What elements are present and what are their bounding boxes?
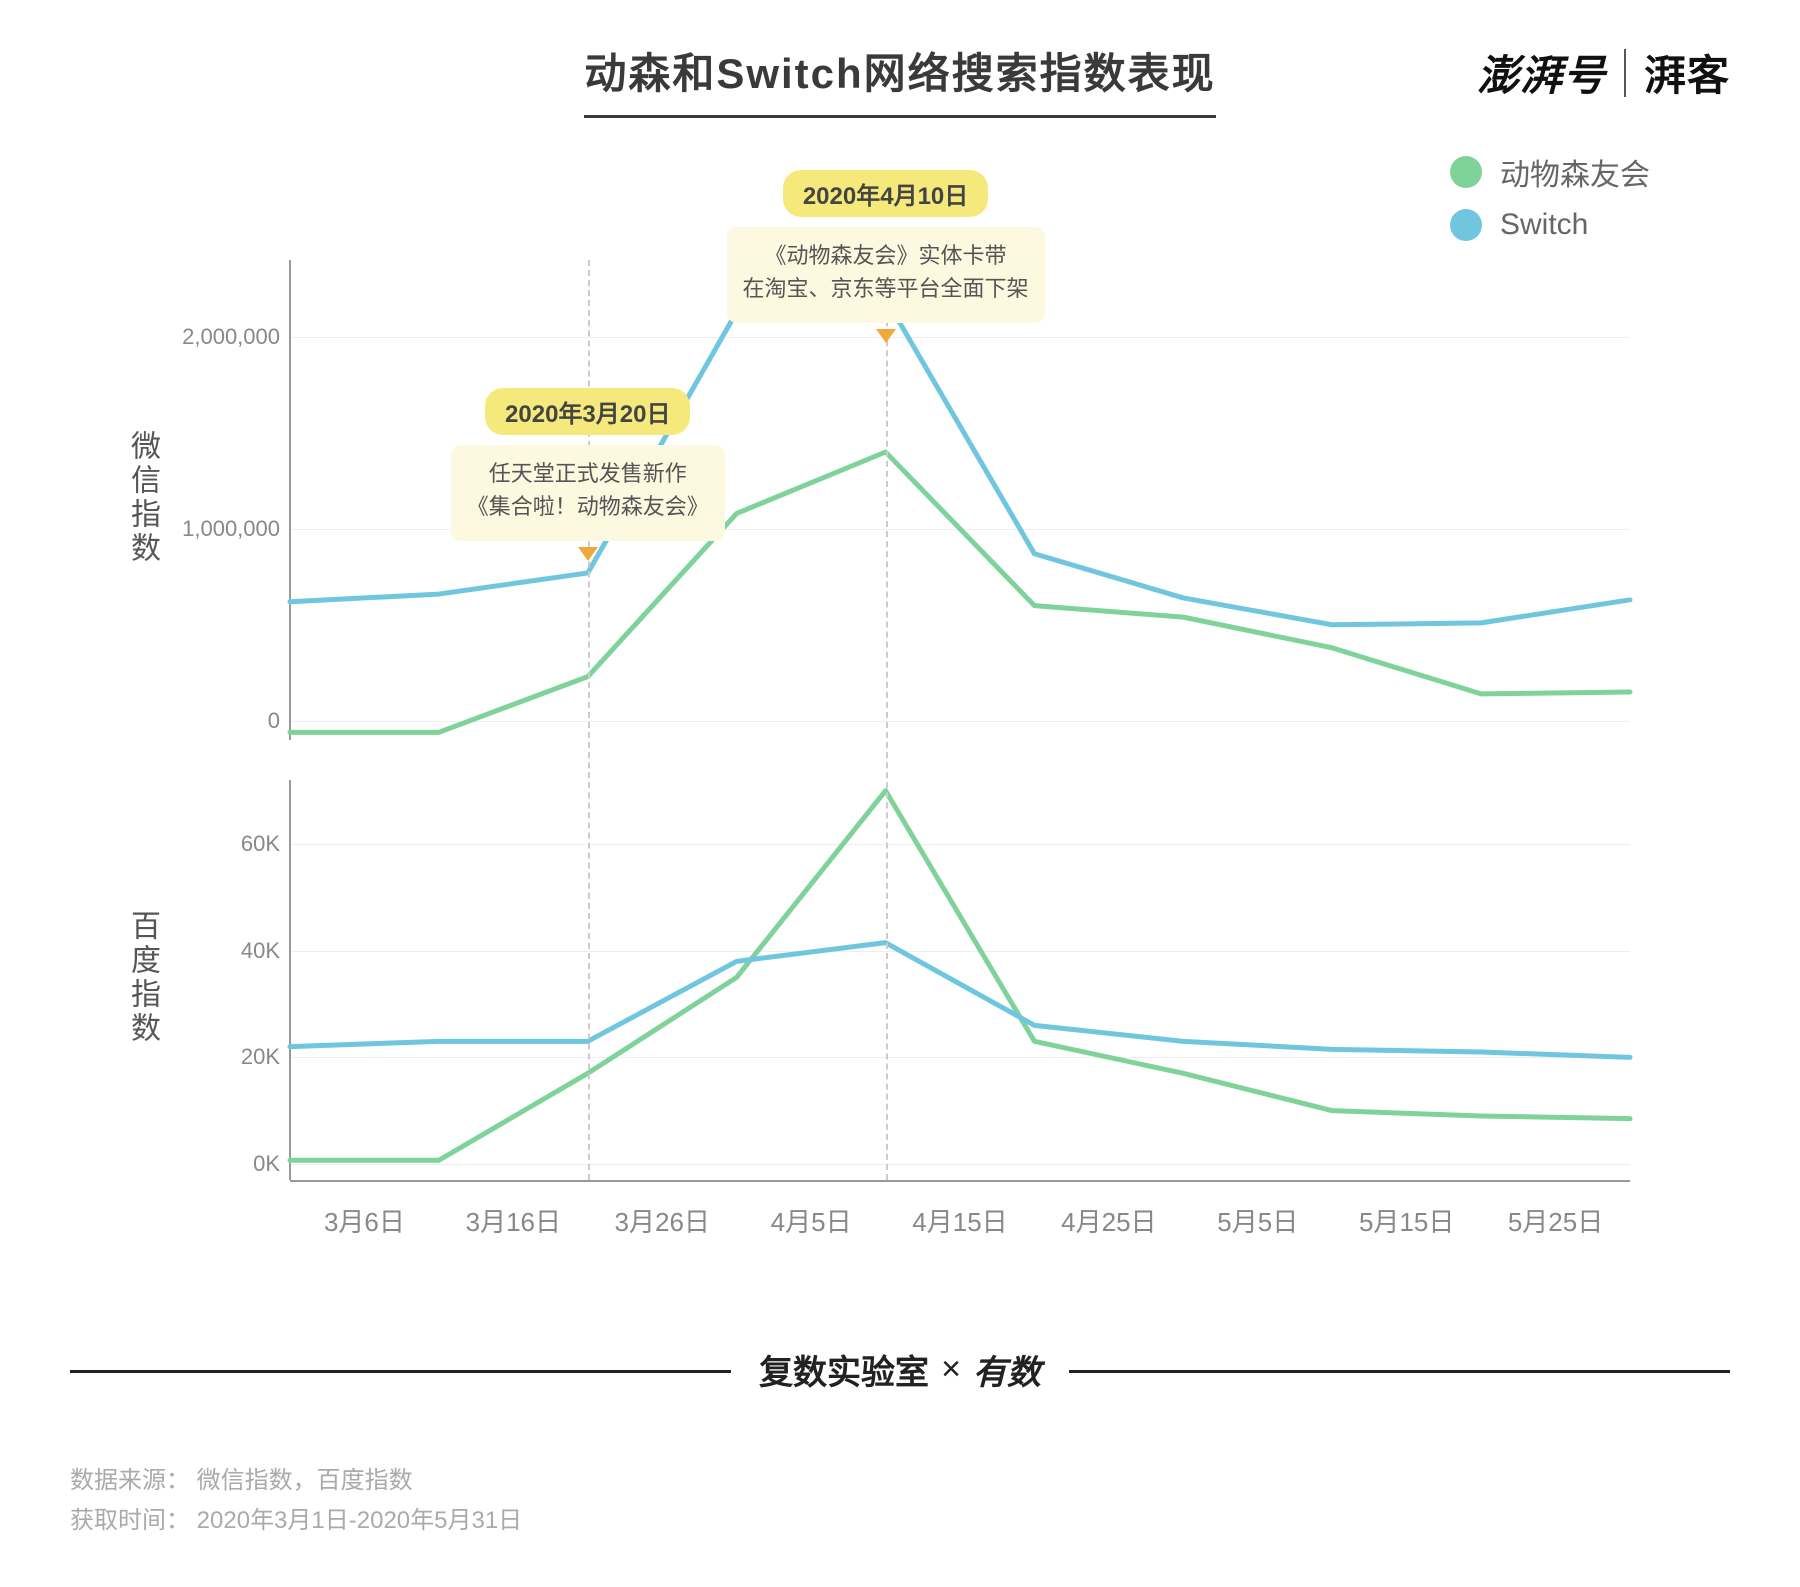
footer-divider: 复数实验室 × 有数 <box>70 1370 1730 1373</box>
x-tick-label: 3月6日 <box>324 1202 405 1239</box>
x-tick-label: 4月25日 <box>1061 1202 1156 1239</box>
callout-arrow-icon <box>876 329 896 343</box>
legend-swatch-ac <box>1450 156 1482 188</box>
x-tick-label: 4月15日 <box>912 1202 1007 1239</box>
callout-date: 2020年3月20日 <box>485 388 690 435</box>
source-value-2: 2020年3月1日-2020年5月31日 <box>197 1507 523 1534</box>
callout-line1: 任天堂正式发售新作 <box>467 457 709 490</box>
event-vline <box>886 260 888 1180</box>
series-line-ac <box>290 791 1630 1161</box>
footer-right: 有数 <box>973 1345 1041 1394</box>
source-label-1: 数据来源： <box>70 1467 190 1494</box>
brand-block: 澎湃号 湃客 <box>1477 42 1730 103</box>
series-line-sw <box>290 943 1630 1058</box>
callout-line2: 在淘宝、京东等平台全面下架 <box>743 272 1029 305</box>
footer-left: 复数实验室 <box>759 1345 929 1394</box>
legend-label-switch: Switch <box>1500 208 1588 242</box>
callout: 2020年4月10日《动物森友会》实体卡带在淘宝、京东等平台全面下架 <box>706 170 1066 343</box>
callout-body: 《动物森友会》实体卡带在淘宝、京东等平台全面下架 <box>727 227 1045 323</box>
footer-x: × <box>941 1350 961 1389</box>
callout: 2020年3月20日任天堂正式发售新作《集合啦！动物森友会》 <box>408 388 768 561</box>
line-chart <box>110 260 1670 1220</box>
callout-date: 2020年4月10日 <box>783 170 988 217</box>
x-tick-label: 3月26日 <box>615 1202 710 1239</box>
chart-area: 微信指数01,000,0002,000,000百度指数0K20K40K60K3月… <box>110 260 1670 1260</box>
callout-line2: 《集合啦！动物森友会》 <box>467 490 709 523</box>
legend: 动物森友会 Switch <box>1450 150 1650 256</box>
footer-badge: 复数实验室 × 有数 <box>731 1345 1069 1394</box>
page-title: 动森和Switch网络搜索指数表现 <box>584 40 1215 118</box>
x-tick-label: 5月25日 <box>1508 1202 1603 1239</box>
source-value-1: 微信指数，百度指数 <box>197 1467 413 1494</box>
callout-line1: 《动物森友会》实体卡带 <box>743 239 1029 272</box>
source-line-2: 获取时间： 2020年3月1日-2020年5月31日 <box>70 1500 522 1535</box>
callout-body: 任天堂正式发售新作《集合啦！动物森友会》 <box>451 445 725 541</box>
legend-swatch-switch <box>1450 209 1482 241</box>
source-line-1: 数据来源： 微信指数，百度指数 <box>70 1460 413 1495</box>
source-label-2: 获取时间： <box>70 1507 190 1534</box>
x-tick-label: 4月5日 <box>771 1202 852 1239</box>
brand-right: 湃客 <box>1644 42 1730 103</box>
x-tick-label: 3月16日 <box>466 1202 561 1239</box>
x-tick-label: 5月5日 <box>1217 1202 1298 1239</box>
brand-left: 澎湃号 <box>1477 42 1606 103</box>
callout-arrow-icon <box>578 547 598 561</box>
legend-item-switch: Switch <box>1450 208 1650 242</box>
legend-item-ac: 动物森友会 <box>1450 150 1650 194</box>
brand-separator <box>1624 49 1626 97</box>
x-tick-label: 5月15日 <box>1359 1202 1454 1239</box>
legend-label-ac: 动物森友会 <box>1500 150 1650 194</box>
